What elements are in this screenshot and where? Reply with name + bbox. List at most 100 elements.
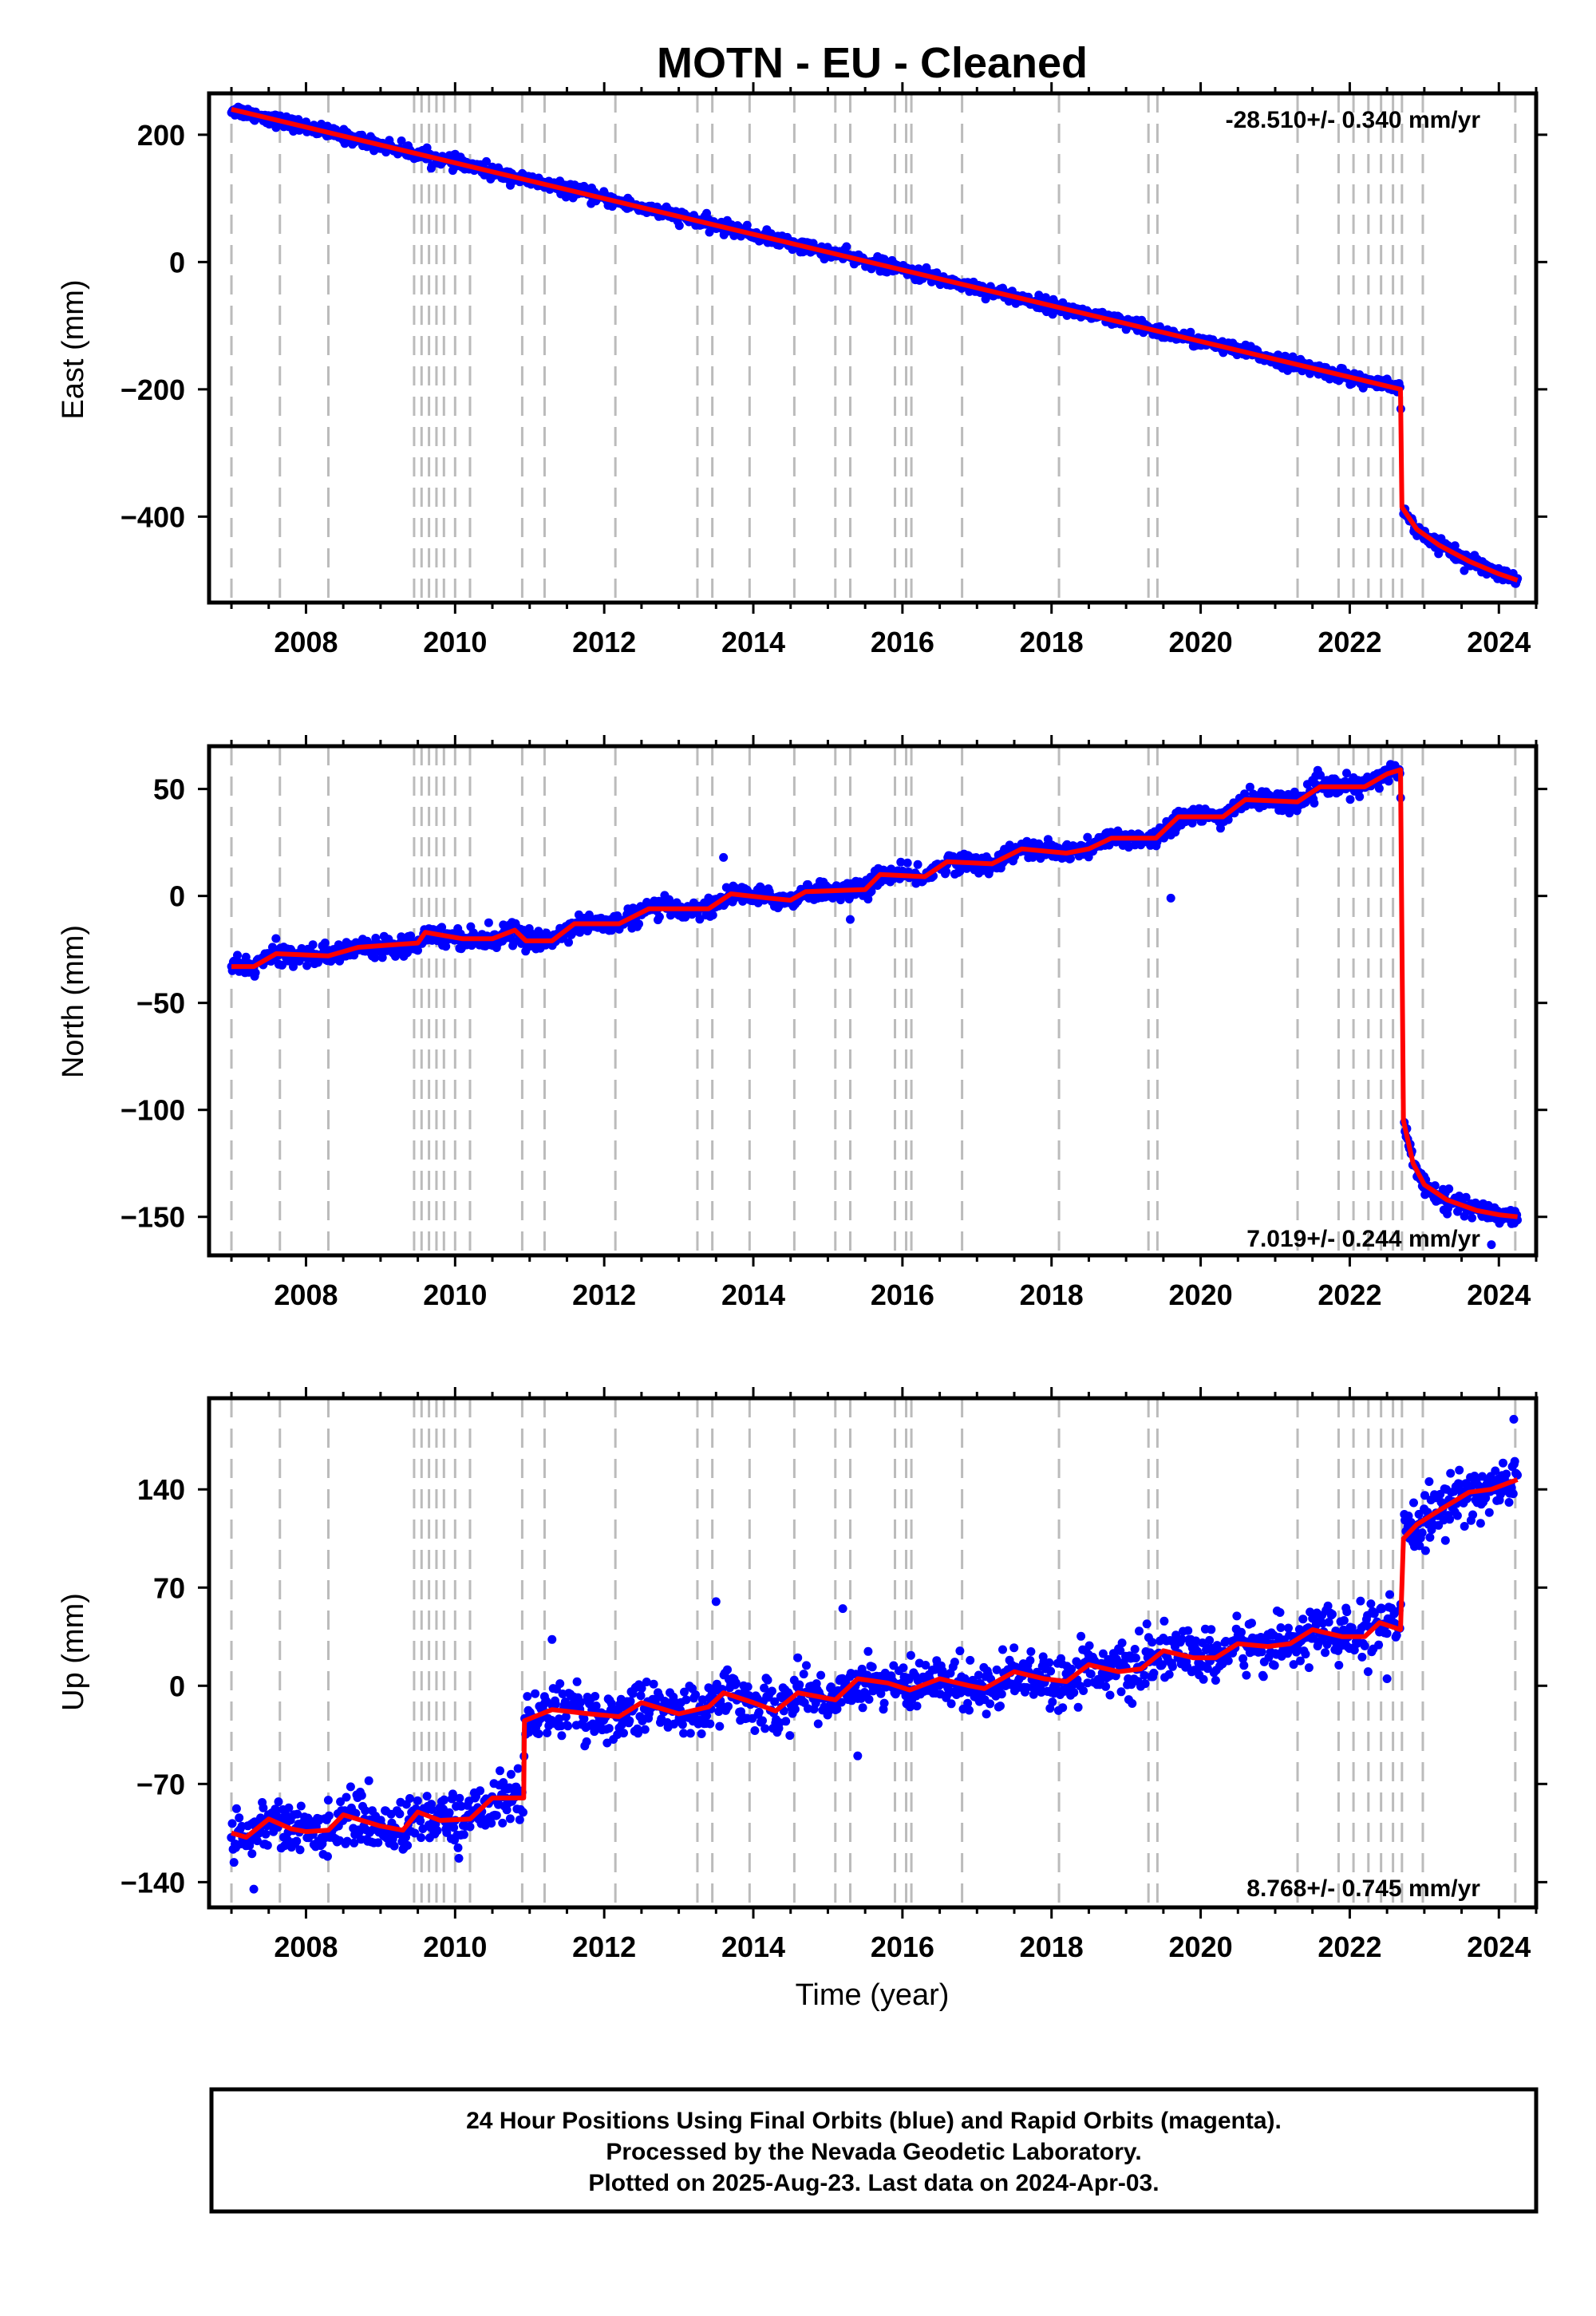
up-data-point <box>793 1653 803 1662</box>
up-data-point <box>1046 1666 1056 1676</box>
north-data-point <box>1461 1192 1471 1202</box>
north-data-point <box>955 867 965 876</box>
north-data-point <box>1310 798 1319 808</box>
up-data-point <box>405 1794 414 1803</box>
up-data-point <box>1009 1643 1019 1653</box>
east-y-tick-label: −400 <box>120 500 185 533</box>
up-data-point <box>763 1675 772 1685</box>
up-data-point <box>879 1698 889 1708</box>
north-x-tick-label: 2018 <box>1020 1279 1084 1311</box>
north-data-point <box>1066 854 1075 864</box>
north-y-tick-label: −150 <box>120 1201 185 1234</box>
up-data-point <box>1247 1618 1256 1628</box>
up-data-point <box>802 1661 811 1670</box>
up-data-point <box>487 1819 496 1828</box>
north-data-point <box>575 927 585 937</box>
north-data-point <box>634 919 643 929</box>
up-data-point <box>1339 1616 1349 1625</box>
up-data-point <box>758 1716 767 1725</box>
up-data-point <box>876 1689 886 1698</box>
east-data-point <box>842 242 851 251</box>
up-data-point <box>982 1709 991 1719</box>
north-outlier-point <box>845 915 855 924</box>
north-data-point <box>233 951 242 960</box>
up-data-point <box>604 1724 614 1733</box>
up-data-point <box>1275 1608 1285 1617</box>
up-data-point <box>1223 1656 1233 1666</box>
up-data-point <box>1069 1688 1079 1697</box>
up-data-point <box>1369 1609 1379 1618</box>
up-data-point <box>1382 1629 1392 1638</box>
east-rate-label: -28.510+/- 0.340 mm/yr <box>1226 107 1481 133</box>
up-data-point <box>496 1766 504 1776</box>
up-data-point <box>1356 1596 1365 1606</box>
up-data-point <box>997 1690 1006 1699</box>
up-data-point <box>760 1683 769 1693</box>
up-data-point <box>1311 1620 1321 1630</box>
up-outlier-point <box>249 1884 259 1894</box>
up-data-point <box>1510 1456 1519 1466</box>
north-data-point <box>1216 824 1225 833</box>
up-data-point <box>416 1816 425 1826</box>
east-x-tick-label: 2014 <box>721 626 785 658</box>
north-data-point <box>903 858 912 868</box>
north-data-point <box>241 952 251 962</box>
north-data-point <box>1285 808 1294 818</box>
up-data-point <box>1328 1610 1337 1619</box>
up-data-point <box>680 1687 689 1697</box>
up-data-point <box>499 1778 508 1787</box>
up-data-point <box>1140 1679 1150 1689</box>
up-data-point <box>679 1729 689 1738</box>
north-data-point <box>1083 832 1092 842</box>
up-data-point <box>770 1697 780 1706</box>
east-x-tick-label: 2012 <box>572 626 636 658</box>
footer-line: Processed by the Nevada Geodetic Laborat… <box>606 2139 1141 2165</box>
up-data-point <box>582 1737 591 1746</box>
up-data-point <box>295 1845 305 1855</box>
north-plot-area <box>227 746 1522 1255</box>
up-data-point <box>938 1666 947 1675</box>
east-data-point <box>1450 541 1460 551</box>
up-model-line <box>231 1477 1519 1840</box>
up-data-point <box>1298 1614 1308 1624</box>
up-data-point <box>555 1714 564 1724</box>
footer-line: Plotted on 2025-Aug-23. Last data on 202… <box>588 2170 1159 2196</box>
up-data-point <box>754 1707 764 1717</box>
panel-up: 2008 2010 2012 2014 2016 2018 2020 2022 20241407… <box>57 1387 1547 1963</box>
x-axis-label: Time (year) <box>796 1978 950 2012</box>
up-x-tick-label: 2016 <box>871 1931 934 1963</box>
up-data-point <box>519 1808 527 1817</box>
up-data-point <box>702 1711 712 1721</box>
east-data-point <box>1460 566 1469 575</box>
up-data-point <box>697 1695 707 1705</box>
up-plot-area <box>227 1398 1522 1907</box>
up-data-point <box>492 1811 501 1820</box>
east-y-tick-label: 0 <box>169 246 185 279</box>
up-data-point <box>1289 1660 1298 1670</box>
up-data-point <box>1199 1674 1208 1684</box>
north-y-tick-label: 50 <box>153 773 185 806</box>
up-data-point <box>1284 1623 1293 1633</box>
up-outlier-point <box>547 1634 557 1644</box>
north-data-point <box>942 867 951 876</box>
east-y-tick-label: 200 <box>137 119 185 152</box>
up-data-point <box>1116 1687 1126 1697</box>
north-data-point <box>695 915 705 924</box>
north-data-point <box>308 940 318 950</box>
up-data-point <box>413 1796 422 1805</box>
north-data-point <box>441 942 451 951</box>
up-data-point <box>284 1803 294 1812</box>
up-data-point <box>454 1854 464 1863</box>
up-data-point <box>555 1679 565 1689</box>
up-data-point <box>642 1678 651 1686</box>
up-x-tick-label: 2020 <box>1169 1931 1233 1963</box>
east-x-tick-label: 2018 <box>1020 626 1084 658</box>
up-data-point <box>1131 1654 1140 1662</box>
up-data-point <box>1301 1650 1310 1659</box>
north-data-point <box>896 857 906 867</box>
up-data-point <box>476 1786 485 1796</box>
up-data-point <box>899 1663 908 1673</box>
up-data-point <box>1029 1690 1038 1699</box>
up-data-point <box>1322 1640 1332 1649</box>
